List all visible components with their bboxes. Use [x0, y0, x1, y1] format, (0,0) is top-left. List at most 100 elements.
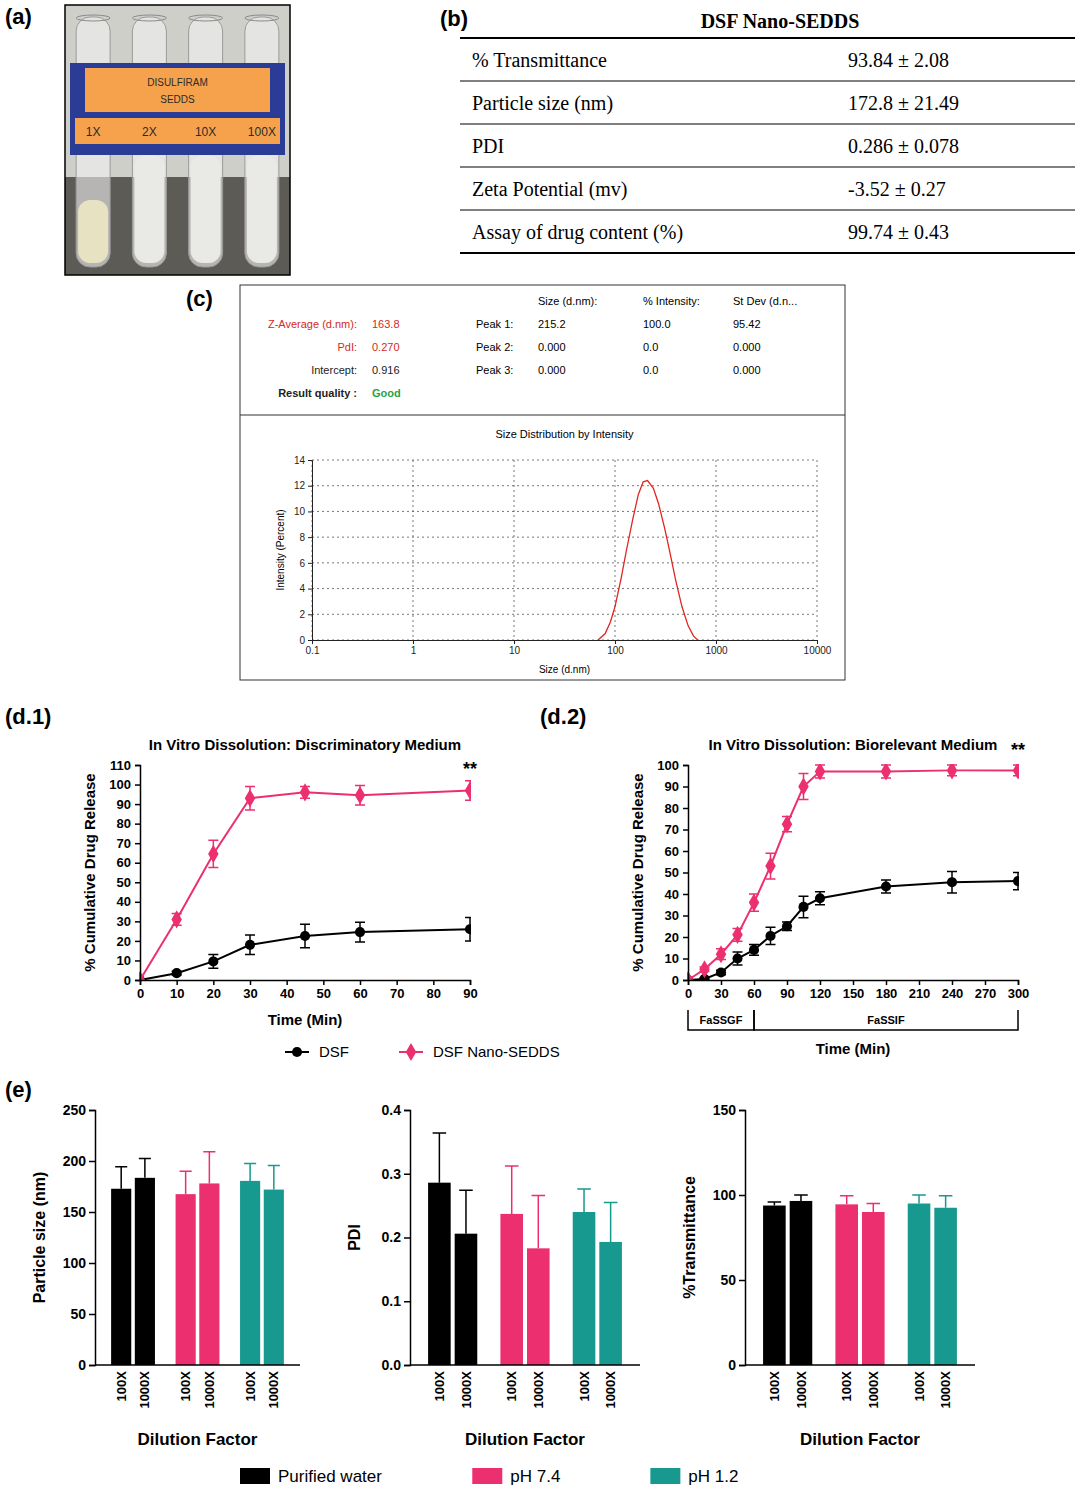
- axis-title: %Transmittance: [681, 1176, 698, 1299]
- tick-mark: [89, 1263, 95, 1265]
- tick-label: 100X: [839, 1371, 854, 1402]
- marker: [782, 815, 792, 833]
- tick-label: 60: [353, 986, 367, 1001]
- tick: 0.1: [382, 1293, 410, 1309]
- summary-label: Z-Average (d.nm):: [268, 318, 357, 330]
- marker: [699, 960, 709, 978]
- tick-label: 90: [665, 779, 679, 794]
- error-bar: [268, 1166, 280, 1190]
- legend: DSFDSF Nano-SEDDS: [285, 1043, 560, 1061]
- peak-label: Peak 3:: [476, 364, 513, 376]
- axis-title: % Cumulative Drug Release: [81, 773, 98, 971]
- error-bar: [1013, 873, 1019, 890]
- tick-label: 80: [427, 986, 441, 1001]
- tick: 300: [1008, 980, 1030, 1001]
- tick: 50: [117, 875, 140, 890]
- grid-line: [615, 460, 616, 640]
- tick-label: 70: [390, 986, 404, 1001]
- tick-label: 30: [714, 986, 728, 1001]
- legend-label: DSF Nano-SEDDS: [433, 1043, 560, 1060]
- tick-label: 100: [63, 1255, 87, 1271]
- error-bar: [799, 896, 809, 918]
- phase-label: FaSSIF: [867, 1014, 905, 1026]
- tick-mark: [817, 640, 818, 644]
- marker: [355, 927, 365, 937]
- tick-label: 100: [713, 1187, 737, 1203]
- panel-label: (c): [186, 286, 213, 311]
- tick-mark: [404, 1301, 410, 1303]
- error-bar: [881, 880, 891, 893]
- legend-label: Purified water: [278, 1467, 382, 1486]
- tick: 40: [665, 887, 688, 902]
- tick: 30: [243, 980, 257, 1001]
- bar: [527, 1248, 550, 1365]
- grid-line: [312, 562, 817, 563]
- marker: [465, 924, 471, 934]
- tick-label: 60: [665, 844, 679, 859]
- table-cell: Particle size (nm): [472, 92, 613, 115]
- grid-line: [312, 537, 817, 538]
- column-head: St Dev (d.n...: [733, 295, 797, 307]
- tick-mark: [308, 511, 312, 512]
- bar: [934, 1208, 957, 1365]
- tick: 90: [117, 797, 140, 812]
- bar: [599, 1242, 622, 1365]
- tick-label: 40: [665, 887, 679, 902]
- tick-label: 20: [207, 986, 221, 1001]
- tick-label: 50: [665, 865, 679, 880]
- bar: [240, 1181, 260, 1365]
- tick: 4: [299, 583, 312, 594]
- label-paper: [75, 118, 280, 144]
- tick-label: 1000X: [603, 1371, 618, 1409]
- tick-mark: [413, 640, 414, 644]
- tick-label: 10: [509, 645, 521, 656]
- tick-mark: [683, 937, 688, 939]
- tick: 20: [207, 980, 221, 1001]
- error-bar: [794, 1195, 808, 1201]
- axis-line: [95, 1364, 300, 1366]
- marker: [172, 968, 182, 978]
- tick-mark: [308, 486, 312, 487]
- error-bar: [782, 922, 792, 931]
- tick-label: 0: [672, 973, 679, 988]
- peak-value: 0.0: [643, 341, 658, 353]
- tape: [70, 63, 285, 155]
- summary-label: Result quality :: [278, 387, 357, 399]
- marker: [881, 881, 891, 891]
- tick: 150: [843, 980, 865, 1001]
- phase-bracket: [688, 1010, 754, 1030]
- marker: [732, 953, 742, 963]
- tick: 50: [720, 1272, 745, 1288]
- legend-swatch: [240, 1468, 270, 1484]
- tick-label: 4: [299, 583, 305, 594]
- tick: 210: [909, 980, 931, 1001]
- tick-mark: [404, 1237, 410, 1239]
- table-title: DSF Nano-SEDDS: [701, 10, 860, 32]
- tick: 110: [110, 758, 140, 773]
- tick: 10000: [804, 640, 832, 656]
- tick: 0: [78, 1357, 95, 1373]
- legend-marker: [292, 1047, 302, 1057]
- error-bar: [749, 945, 759, 956]
- legend-marker: [406, 1043, 416, 1061]
- tick-label: 0: [299, 635, 305, 646]
- panel-label: (a): [5, 4, 32, 29]
- tick-label: 70: [117, 836, 131, 851]
- tick: 60: [747, 980, 761, 1001]
- marker: [947, 764, 957, 779]
- tick-label: 100X: [912, 1371, 927, 1402]
- tick-mark: [683, 980, 688, 982]
- grid-line: [716, 460, 717, 640]
- bar: [500, 1214, 523, 1365]
- tick-label: 0.1: [306, 645, 320, 656]
- x-axis: 0.1110100100010000: [306, 640, 832, 656]
- axis-line: [410, 1364, 640, 1366]
- tick-mark: [286, 980, 288, 985]
- error-bar: [465, 917, 471, 940]
- series-line: [598, 481, 698, 640]
- tick-label: 10: [117, 953, 131, 968]
- tick-mark: [135, 902, 140, 904]
- table-cell: Assay of drug content (%): [472, 221, 683, 244]
- tick: 90: [463, 980, 477, 1001]
- table-rule: [460, 124, 1075, 125]
